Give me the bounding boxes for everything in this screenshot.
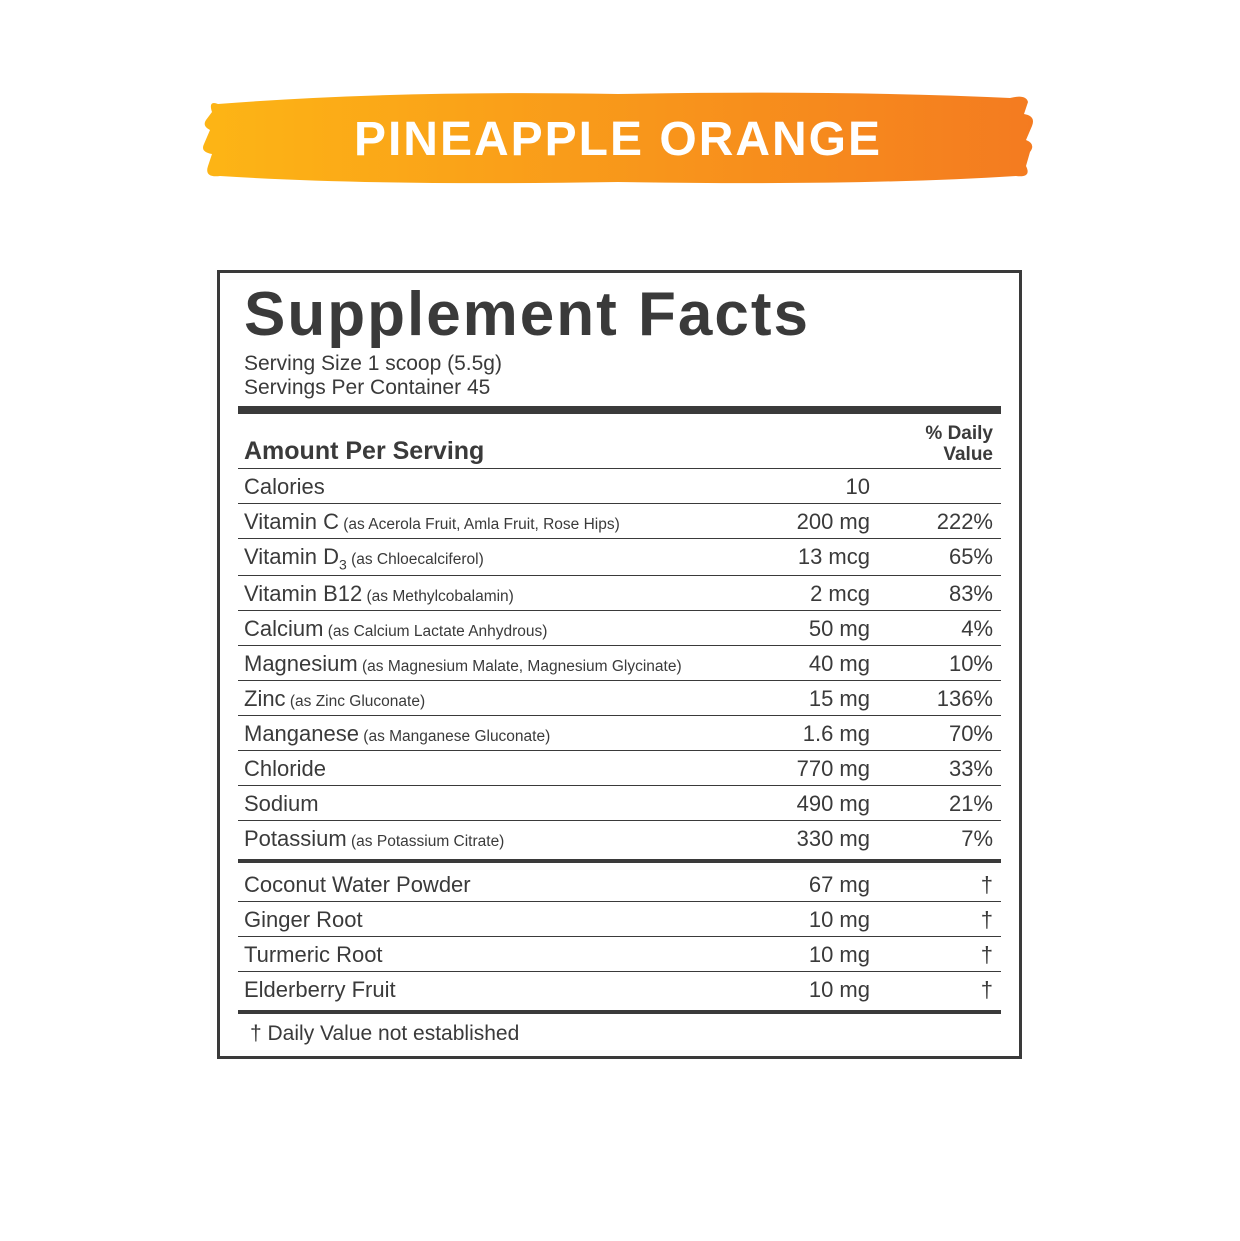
footnote: † Daily Value not established (238, 1018, 1001, 1048)
nutrient-name: Sodium (244, 791, 744, 817)
nutrient-name: Manganese (as Manganese Gluconate) (244, 721, 744, 747)
nutrient-amount: 15 mg (744, 686, 894, 712)
nutrient-name: Vitamin B12 (as Methylcobalamin) (244, 581, 744, 607)
table-row: Manganese (as Manganese Gluconate)1.6 mg… (238, 716, 1001, 750)
nutrient-dv: † (894, 977, 993, 1003)
nutrient-amount: 490 mg (744, 791, 894, 817)
nutrient-dv: † (894, 942, 993, 968)
nutrient-dv: 10% (894, 651, 993, 677)
nutrient-amount: 10 (744, 474, 894, 500)
nutrient-dv: 4% (894, 616, 993, 642)
table-row: Turmeric Root10 mg† (238, 937, 1001, 971)
nutrient-name: Zinc (as Zinc Gluconate) (244, 686, 744, 712)
table-row: Vitamin D3 (as Chloecalciferol)13 mcg65% (238, 539, 1001, 575)
nutrient-name: Vitamin C (as Acerola Fruit, Amla Fruit,… (244, 509, 744, 535)
nutrient-name: Calcium (as Calcium Lactate Anhydrous) (244, 616, 744, 642)
nutrient-amount: 2 mcg (744, 581, 894, 607)
table-row: Vitamin C (as Acerola Fruit, Amla Fruit,… (238, 504, 1001, 538)
table-row: Calories10 (238, 469, 1001, 503)
nutrient-dv: 33% (894, 756, 993, 782)
table-row: Sodium490 mg21% (238, 786, 1001, 820)
nutrient-dv: 7% (894, 826, 993, 852)
nutrient-amount: 13 mcg (744, 544, 894, 570)
nutrient-dv: 21% (894, 791, 993, 817)
supplement-facts-panel: Supplement Facts Serving Size 1 scoop (5… (217, 270, 1022, 1059)
nutrient-amount: 40 mg (744, 651, 894, 677)
section-nutrients: Vitamin C (as Acerola Fruit, Amla Fruit,… (238, 503, 1001, 855)
nutrient-name: Elderberry Fruit (244, 977, 744, 1003)
flavor-name: PINEAPPLE ORANGE (198, 86, 1038, 192)
nutrient-name: Potassium (as Potassium Citrate) (244, 826, 744, 852)
nutrient-amount: 10 mg (744, 942, 894, 968)
nutrient-dv: 136% (894, 686, 993, 712)
nutrient-amount: 10 mg (744, 977, 894, 1003)
divider-medium (238, 859, 1001, 863)
flavor-banner: PINEAPPLE ORANGE (198, 86, 1038, 192)
nutrient-dv: † (894, 872, 993, 898)
column-headers: Amount Per Serving % Daily Value (238, 420, 1001, 468)
nutrient-name: Magnesium (as Magnesium Malate, Magnesiu… (244, 651, 744, 677)
table-row: Vitamin B12 (as Methylcobalamin)2 mcg83% (238, 576, 1001, 610)
table-row: Coconut Water Powder67 mg† (238, 867, 1001, 901)
nutrient-name: Coconut Water Powder (244, 872, 744, 898)
table-row: Zinc (as Zinc Gluconate)15 mg136% (238, 681, 1001, 715)
table-row: Potassium (as Potassium Citrate)330 mg7% (238, 821, 1001, 855)
table-row: Ginger Root10 mg† (238, 902, 1001, 936)
divider-heavy (238, 406, 1001, 414)
section-other-ingredients: Coconut Water Powder67 mg†Ginger Root10 … (238, 867, 1001, 1006)
nutrient-name: Calories (244, 474, 744, 500)
divider-medium (238, 1010, 1001, 1014)
nutrient-dv: 222% (894, 509, 993, 535)
nutrient-amount: 50 mg (744, 616, 894, 642)
table-row: Calcium (as Calcium Lactate Anhydrous)50… (238, 611, 1001, 645)
nutrient-name: Vitamin D3 (as Chloecalciferol) (244, 544, 744, 572)
nutrient-amount: 770 mg (744, 756, 894, 782)
nutrient-name: Chloride (244, 756, 744, 782)
nutrient-amount: 10 mg (744, 907, 894, 933)
nutrient-dv: † (894, 907, 993, 933)
nutrient-amount: 67 mg (744, 872, 894, 898)
table-row: Magnesium (as Magnesium Malate, Magnesiu… (238, 646, 1001, 680)
nutrient-amount: 200 mg (744, 509, 894, 535)
nutrient-dv: 70% (894, 721, 993, 747)
nutrient-name: Turmeric Root (244, 942, 744, 968)
serving-size: Serving Size 1 scoop (5.5g) (244, 352, 1001, 376)
daily-value-header: % Daily Value (893, 424, 993, 466)
servings-per-container: Servings Per Container 45 (244, 376, 1001, 400)
amount-per-serving-header: Amount Per Serving (244, 437, 893, 466)
nutrient-dv: 65% (894, 544, 993, 570)
nutrient-amount: 330 mg (744, 826, 894, 852)
nutrient-amount: 1.6 mg (744, 721, 894, 747)
nutrient-name: Ginger Root (244, 907, 744, 933)
section-calories: Calories10 (238, 469, 1001, 503)
table-row: Chloride770 mg33% (238, 751, 1001, 785)
nutrient-dv: 83% (894, 581, 993, 607)
panel-title: Supplement Facts (244, 279, 1001, 350)
table-row: Elderberry Fruit10 mg† (238, 972, 1001, 1006)
